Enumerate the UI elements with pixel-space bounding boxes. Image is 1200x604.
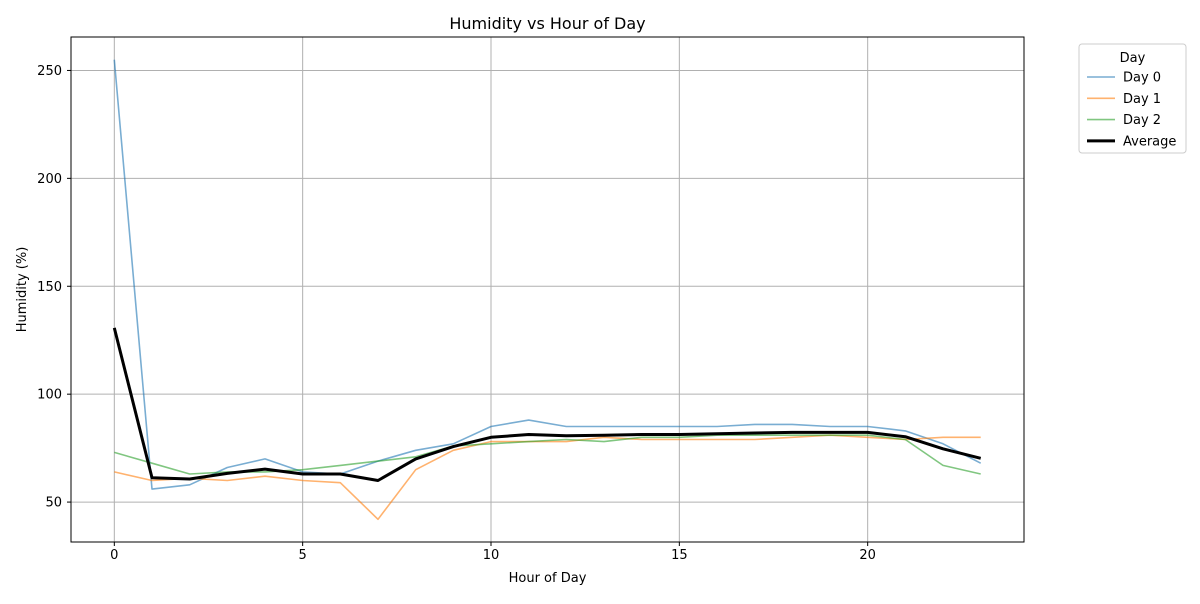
chart-title: Humidity vs Hour of Day xyxy=(449,14,645,33)
x-axis-label: Hour of Day xyxy=(509,571,587,586)
y-axis-label: Humidity (%) xyxy=(15,247,30,333)
x-tick-label: 0 xyxy=(110,548,118,563)
x-tick-label: 15 xyxy=(671,548,688,563)
legend: Day Day 0 Day 1 Day 2 Average xyxy=(1078,43,1187,154)
x-tick-label: 5 xyxy=(299,548,307,563)
grid-layer xyxy=(71,37,1024,542)
legend-label: Day 0 xyxy=(1123,71,1161,86)
series-line-day-1 xyxy=(114,434,981,521)
y-tick-label: 50 xyxy=(45,496,62,511)
y-tick-label: 250 xyxy=(37,64,62,79)
legend-frame xyxy=(1078,43,1187,154)
y-tick-label: 150 xyxy=(37,280,62,295)
series-line-day-2 xyxy=(114,434,981,475)
lines-layer xyxy=(112,59,982,521)
ticks-layer: 0 5 10 15 20 50 100 150 200 250 xyxy=(37,64,876,563)
x-tick-label: 10 xyxy=(483,548,500,563)
plot-frame xyxy=(70,36,1025,543)
legend-title: Day xyxy=(1120,51,1146,66)
series-line-average xyxy=(112,327,982,482)
legend-label: Average xyxy=(1123,134,1176,149)
y-tick-label: 100 xyxy=(37,388,62,403)
x-tick-label: 20 xyxy=(859,548,876,563)
y-tick-label: 200 xyxy=(37,172,62,187)
legend-label: Day 1 xyxy=(1123,92,1161,107)
legend-items: Day 0 Day 1 Day 2 Average xyxy=(1087,71,1176,149)
series-line-day-0 xyxy=(113,59,982,490)
legend-label: Day 2 xyxy=(1123,113,1161,128)
